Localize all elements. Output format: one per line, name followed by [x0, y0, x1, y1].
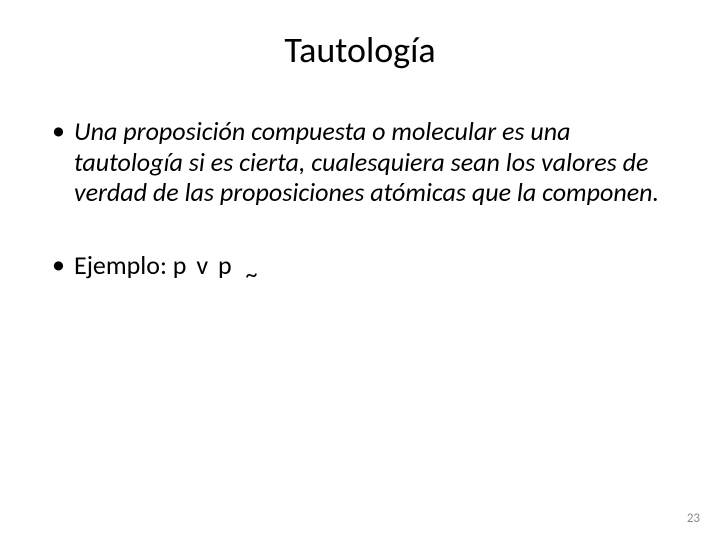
bullet-item-example: Ejemplo: p v p ~	[48, 250, 672, 281]
example-expression: p v p	[173, 249, 242, 281]
page-number: 23	[687, 511, 700, 526]
example-lead: Ejemplo:	[74, 249, 173, 281]
bullet-list: Una proposición compuesta o molecular es…	[48, 116, 672, 281]
definition-text: Una proposición compuesta o molecular es…	[74, 116, 672, 208]
slide-title: Tautología	[48, 28, 672, 72]
example-line: Ejemplo: p v p ~	[74, 250, 672, 281]
negation-symbol: ~	[242, 260, 258, 289]
bullet-item-definition: Una proposición compuesta o molecular es…	[48, 116, 672, 208]
slide-container: Tautología Una proposición compuesta o m…	[0, 0, 720, 540]
